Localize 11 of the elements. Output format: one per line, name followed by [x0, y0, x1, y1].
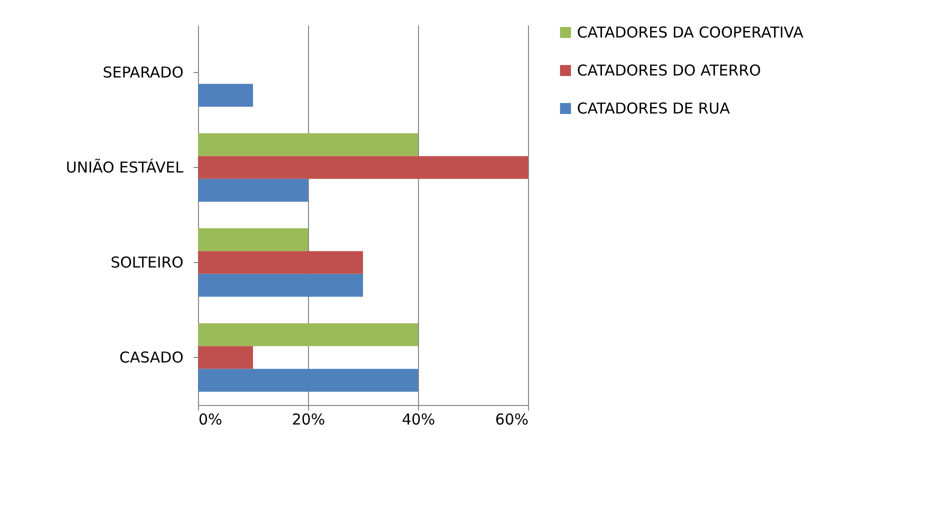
- x-tick-label: 0%: [198, 410, 222, 428]
- y-tick-label: SOLTEIRO: [110, 254, 184, 272]
- y-tick-label: SEPARADO: [102, 64, 184, 82]
- y-tick-label: UNIÃO ESTÁVEL: [66, 158, 184, 176]
- y-tick-label: CASADO: [119, 348, 184, 366]
- legend-label: CATADORES DO ATERRO: [577, 62, 761, 80]
- legend-label: CATADORES DE RUA: [577, 100, 731, 118]
- x-tick-label: 60%: [495, 410, 528, 428]
- x-tick-label: 20%: [292, 410, 326, 428]
- x-tick-label: 40%: [402, 410, 436, 428]
- legend-label: CATADORES DA COOPERATIVA: [577, 24, 804, 42]
